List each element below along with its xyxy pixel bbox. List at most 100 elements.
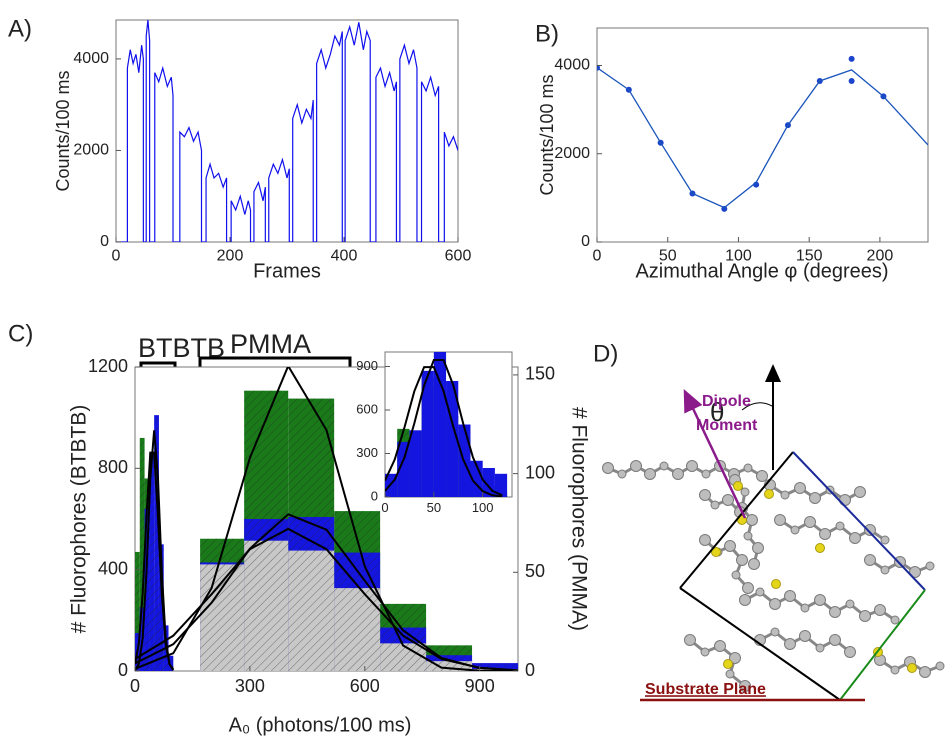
atom: [737, 555, 748, 566]
atom: [830, 635, 841, 646]
y-tick-label: 0: [100, 233, 109, 250]
atom: [815, 595, 826, 606]
sulfur-atom: [765, 490, 774, 499]
y2-tick-label: 0: [525, 660, 535, 680]
hatch: [380, 643, 426, 671]
atom: [810, 493, 821, 504]
y-tick-label: 0: [581, 233, 590, 250]
histogram-bar: [409, 430, 421, 497]
x-tick-label: 0: [112, 248, 121, 265]
x-tick-label: 50: [659, 248, 677, 265]
atom: [895, 557, 906, 568]
x-tick-label: 100: [472, 500, 494, 515]
atom: [936, 662, 944, 670]
panel: 050100150200020004000: [554, 28, 928, 265]
y2-axis-title: # Fluorophores (PMMA): [567, 407, 590, 631]
dipole-label: Dipole: [702, 393, 751, 410]
atom: [660, 462, 668, 470]
y-tick-label: 900: [356, 358, 378, 373]
data-point: [849, 78, 855, 84]
figure: A) B) C) D) Frames Counts/100 ms Azimuth…: [0, 0, 949, 740]
atom: [816, 644, 824, 652]
y-tick-label: 2000: [554, 145, 590, 162]
atom: [749, 559, 760, 570]
atom: [711, 501, 719, 509]
atom: [645, 469, 656, 480]
atom: [785, 591, 796, 602]
x-tick-label: 600: [445, 248, 472, 265]
atom: [770, 599, 781, 610]
atom: [744, 464, 752, 472]
sulfur-atom: [724, 660, 733, 669]
y-tick-label: 600: [356, 401, 378, 416]
atom: [771, 628, 779, 636]
atom: [846, 600, 854, 608]
atom: [800, 631, 811, 642]
y2-tick-label: 150: [525, 364, 555, 384]
crystal-structure: [603, 461, 945, 692]
x-tick-label: 150: [796, 248, 823, 265]
annotation: PMMA: [230, 329, 311, 359]
x-tick-label: 100: [725, 248, 752, 265]
atom: [743, 583, 754, 594]
atom: [820, 529, 831, 540]
x-tick-label: 300: [235, 676, 265, 696]
atom: [920, 667, 931, 678]
atom: [732, 571, 740, 579]
x-tick-label: 0: [593, 248, 602, 265]
x-tick-label: 50: [427, 500, 441, 515]
atom: [801, 604, 809, 612]
y-tick-label: 1200: [88, 356, 128, 376]
atom: [795, 483, 806, 494]
atom: [791, 526, 799, 534]
hatch: [244, 541, 288, 671]
panel-label: C): [8, 320, 33, 347]
hatch: [334, 588, 380, 671]
atom: [756, 588, 764, 596]
panel-label: A): [8, 15, 32, 42]
atom: [725, 541, 736, 552]
atom: [781, 491, 789, 499]
atom: [741, 488, 749, 496]
atom: [875, 605, 886, 616]
atom: [673, 469, 684, 480]
y-tick-label: 2000: [73, 142, 109, 159]
atom: [700, 535, 711, 546]
x-tick-label: 600: [350, 676, 380, 696]
atom: [855, 487, 866, 498]
atom: [881, 566, 889, 574]
atom: [747, 515, 758, 526]
atom: [785, 639, 796, 650]
y-tick-label: 4000: [73, 50, 109, 67]
y-tick-label: 0: [118, 660, 128, 680]
atom: [631, 461, 642, 472]
y2-tick-label: 100: [525, 462, 555, 482]
x-axis-title: A₀ (photons/100 ms): [229, 714, 412, 736]
page: body { margin: 0; background: #fff; font…: [0, 0, 949, 740]
x-tick-label: 200: [217, 248, 244, 265]
sulfur-atom: [816, 544, 825, 553]
x-tick-label: 900: [465, 676, 495, 696]
data-point: [849, 56, 855, 62]
atom: [830, 607, 841, 618]
atom: [891, 616, 899, 624]
atom: [618, 470, 626, 478]
atom: [700, 490, 711, 501]
atom: [891, 666, 899, 674]
atom: [715, 641, 726, 652]
atom: [836, 522, 844, 530]
atom: [726, 670, 734, 678]
substrate-label: Substrate Plane: [645, 681, 766, 698]
atom: [775, 515, 786, 526]
atom: [744, 532, 752, 540]
atom: [687, 461, 698, 472]
y-tick-label: 300: [356, 445, 378, 460]
y-tick-label: 400: [98, 558, 128, 578]
hatch: [288, 551, 334, 671]
atom: [723, 495, 734, 506]
y-tick-label: 4000: [554, 57, 590, 74]
body: {"chart_data": [ {"type": "line", "panel…: [0, 0, 949, 740]
atom: [850, 533, 861, 544]
atom: [603, 463, 614, 474]
